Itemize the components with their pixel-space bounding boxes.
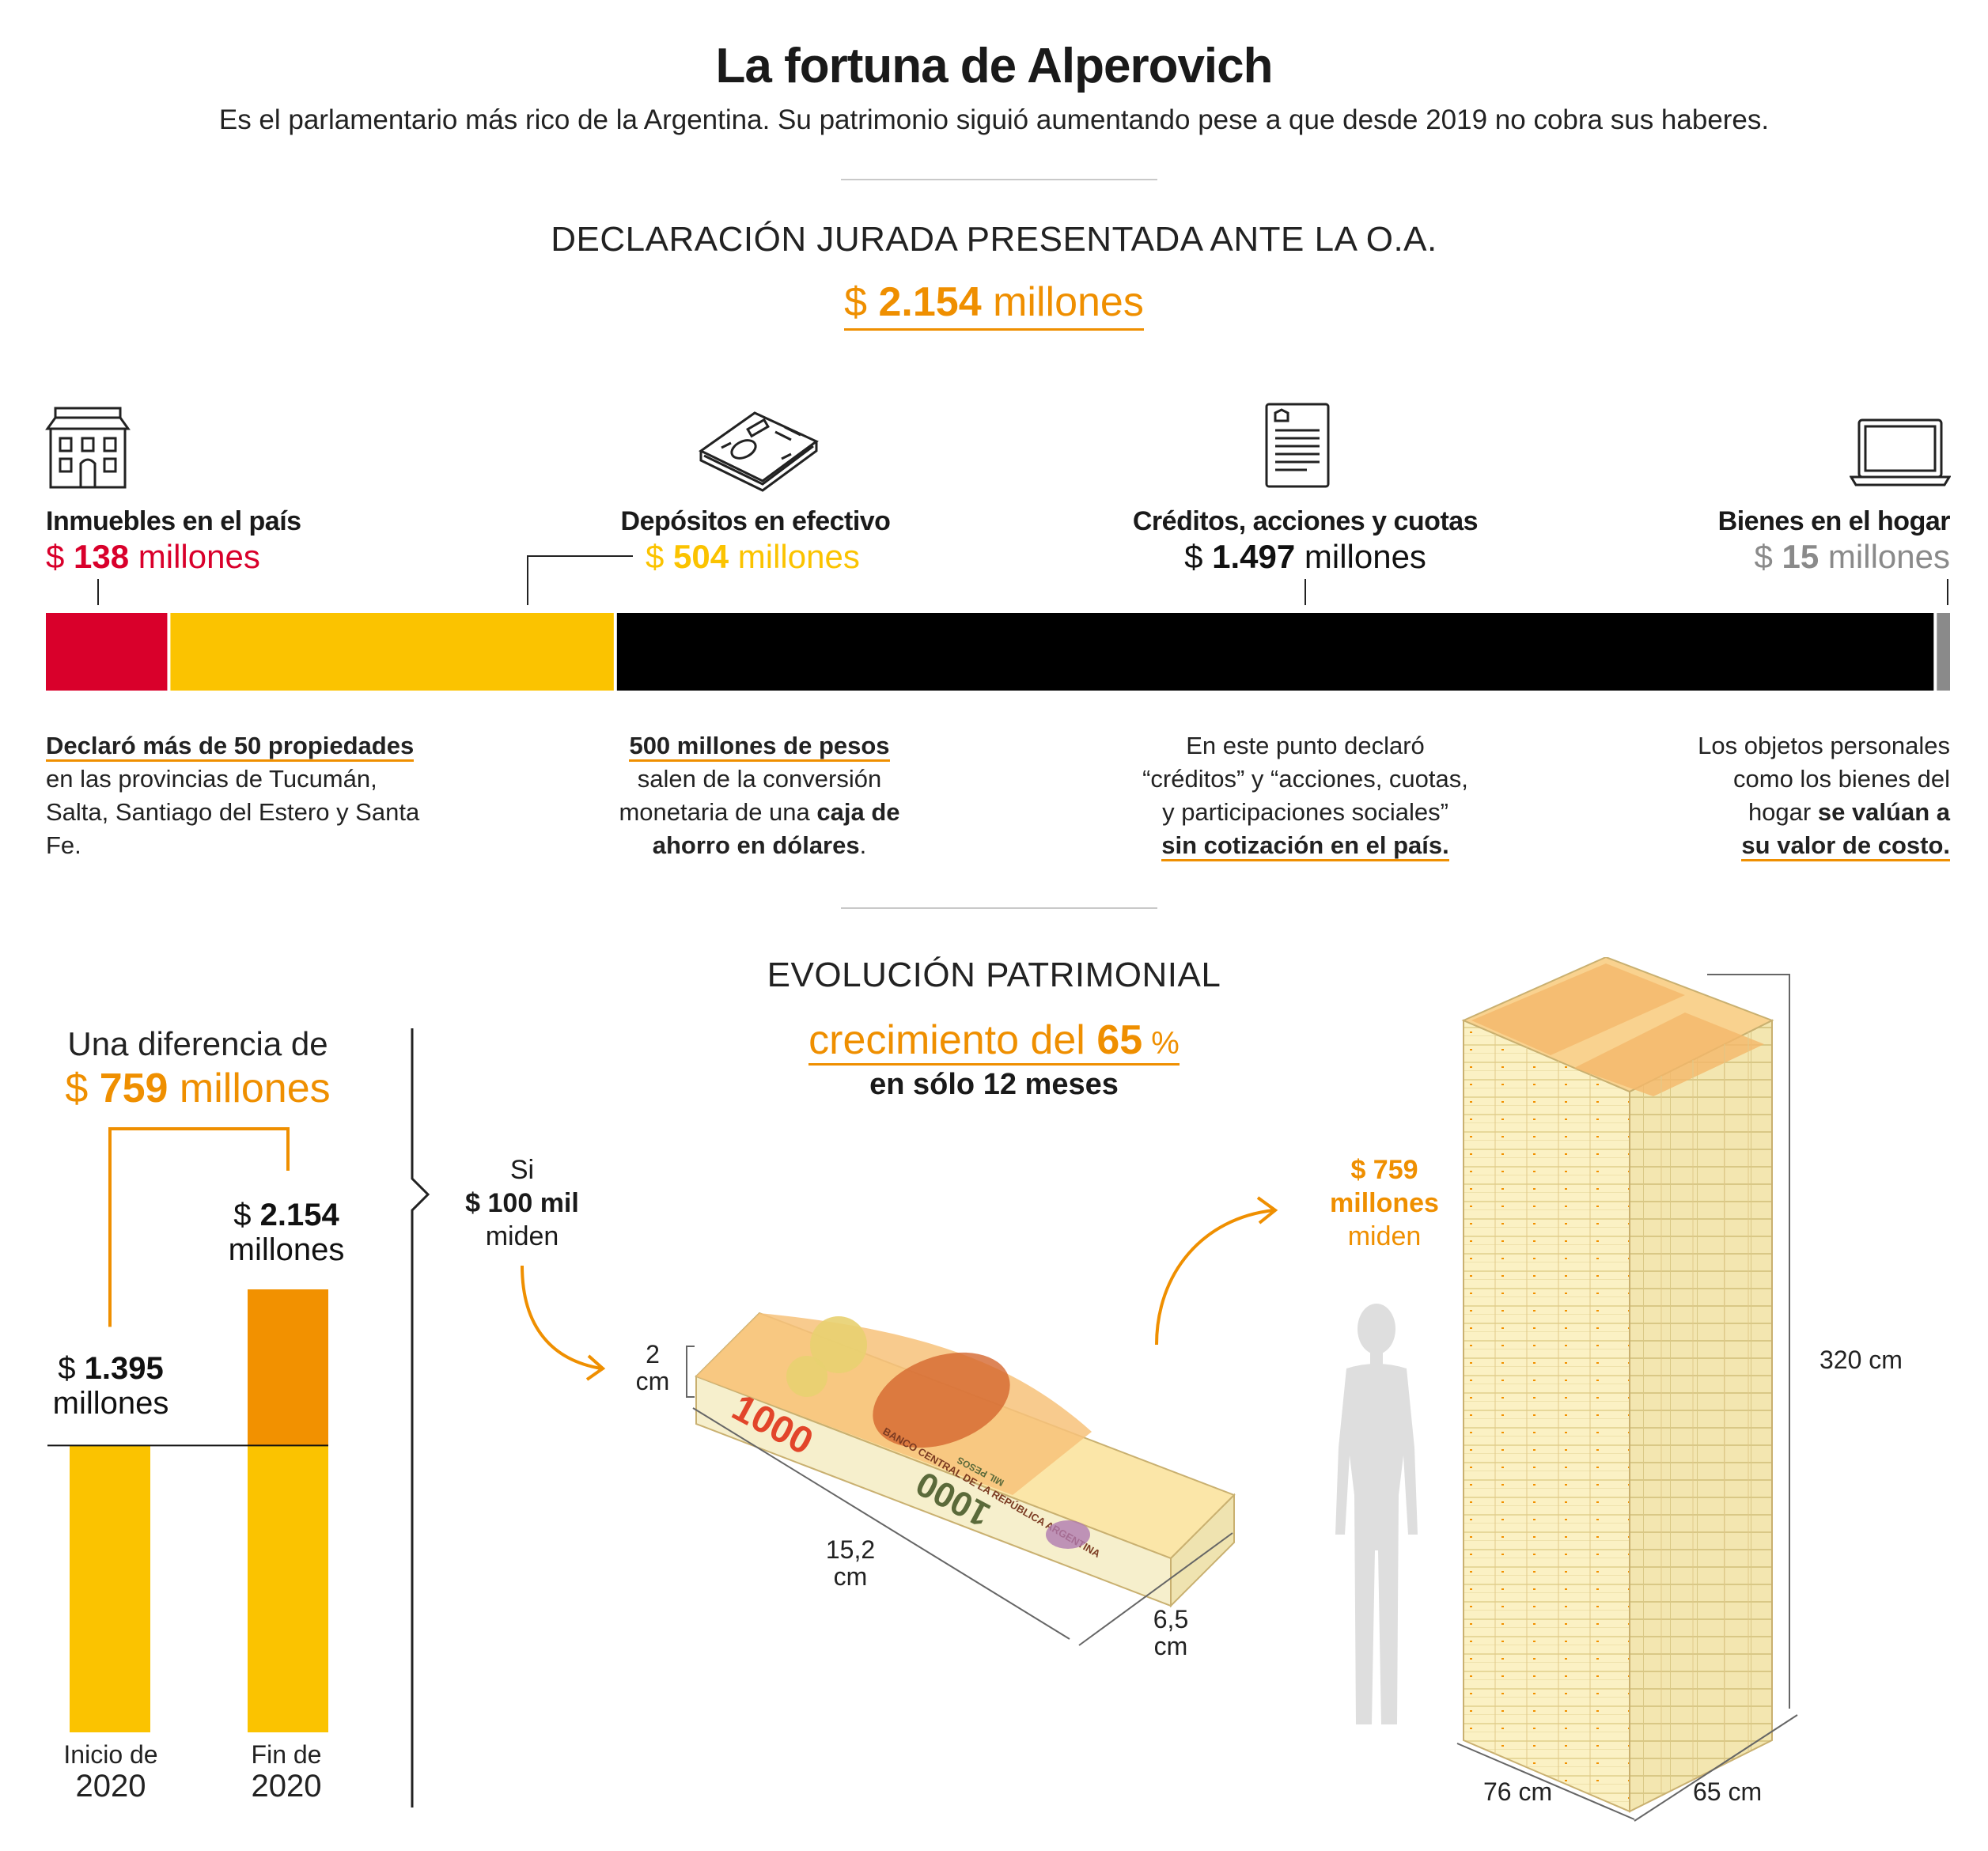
arrow-to-brick	[521, 1265, 606, 1381]
total-value: 2.154	[878, 279, 982, 325]
category-value-bienes: $ 15 millones	[1754, 538, 1950, 575]
difference-value: $ 759 millones	[65, 1066, 331, 1111]
evolution-heading: EVOLUCIÓN PATRIMONIAL	[767, 956, 1221, 994]
leader-line-1	[527, 555, 633, 605]
human-silhouette-icon	[1329, 1297, 1424, 1740]
difference-bracket	[108, 1127, 290, 1327]
brick-width-label: 6,5 cm	[1153, 1605, 1189, 1660]
section-separator	[411, 1028, 430, 1807]
bar-segment-2	[616, 613, 1934, 691]
brick-length-line	[692, 1407, 1070, 1640]
category-value-inmuebles: $ 138 millones	[46, 538, 260, 575]
start-value-label: $ 1.395 millones	[52, 1351, 169, 1421]
tower-length-label: 76 cm	[1483, 1777, 1553, 1806]
category-value-depositos: $ 504 millones	[646, 538, 860, 575]
difference-label: Una diferencia de	[67, 1025, 328, 1062]
category-name-depositos: Depósitos en efectivo	[620, 506, 891, 536]
tower-width-label: 65 cm	[1693, 1777, 1763, 1806]
growth-subtitle: en sólo 12 meses	[869, 1068, 1119, 1101]
note-inmuebles: Declaró más de 50 propiedades en las pro…	[46, 732, 420, 859]
banknote-tower	[1456, 957, 1796, 1819]
category-name-bienes: Bienes en el hogar	[1717, 506, 1951, 536]
evolution-bar-chart	[47, 1127, 328, 1732]
brick-width-line	[1078, 1532, 1233, 1646]
end-value-label: $ 2.154 millones	[228, 1198, 345, 1267]
callout-large: $ 759 millones miden	[1330, 1155, 1439, 1251]
brick-length-label: 15,2 cm	[825, 1535, 876, 1591]
banknote-brick: 1000 1000 BANCO CENTRAL DE LA REPÚBLICA …	[680, 1258, 1250, 1669]
page-title: La fortuna de Alperovich	[715, 39, 1273, 93]
divider-top	[841, 179, 1157, 180]
bar-start-2020	[70, 1445, 150, 1732]
divider-middle	[841, 907, 1157, 909]
arrow-to-tower	[1155, 1196, 1278, 1346]
note-depositos: 500 millones de pesos salen de la conver…	[619, 732, 900, 859]
tower-height-line	[1707, 974, 1790, 1709]
bar-end-2020-growth	[248, 1289, 328, 1446]
cash-stack-icon	[696, 402, 823, 494]
total-prefix: $	[844, 279, 879, 325]
category-value-creditos: $ 1.497 millones	[1184, 538, 1426, 575]
declaration-heading: DECLARACIÓN JURADA PRESENTADA ANTE LA O.…	[551, 220, 1437, 259]
laptop-icon	[1850, 418, 1951, 487]
page-subtitle: Es el parlamentario más rico de la Argen…	[218, 104, 1770, 135]
axis-start: Inicio de 2020	[63, 1740, 158, 1804]
note-creditos: En este punto declaró “créditos” y “acci…	[1100, 729, 1511, 862]
note-bienes: Los objetos personales como los bienes d…	[1634, 729, 1950, 862]
house-icon	[44, 403, 131, 490]
stacked-bar-chart	[46, 555, 1950, 691]
category-name-creditos: Créditos, acciones y cuotas	[1132, 506, 1479, 536]
bar-segment-1	[170, 613, 614, 691]
bar-end-2020-base	[248, 1445, 328, 1732]
tower-length-line	[1456, 1743, 1635, 1820]
brick-height-line	[686, 1346, 695, 1398]
bar-segment-0	[46, 613, 168, 691]
document-icon	[1264, 402, 1331, 489]
growth-headline: crecimiento del 65 %	[0, 1016, 1988, 1066]
bar-segment-3	[1937, 613, 1950, 691]
brick-height-label: 2 cm	[635, 1340, 670, 1395]
axis-end: Fin de 2020	[251, 1740, 322, 1804]
tower-width-line	[1634, 1714, 1798, 1822]
callout-small: Si $ 100 mil miden	[465, 1155, 579, 1251]
tower-height-label: 320 cm	[1819, 1346, 1903, 1374]
category-name-inmuebles: Inmuebles en el país	[46, 506, 301, 536]
declaration-total: $ 2.154 millones	[0, 278, 1988, 331]
total-unit: millones	[981, 279, 1144, 325]
